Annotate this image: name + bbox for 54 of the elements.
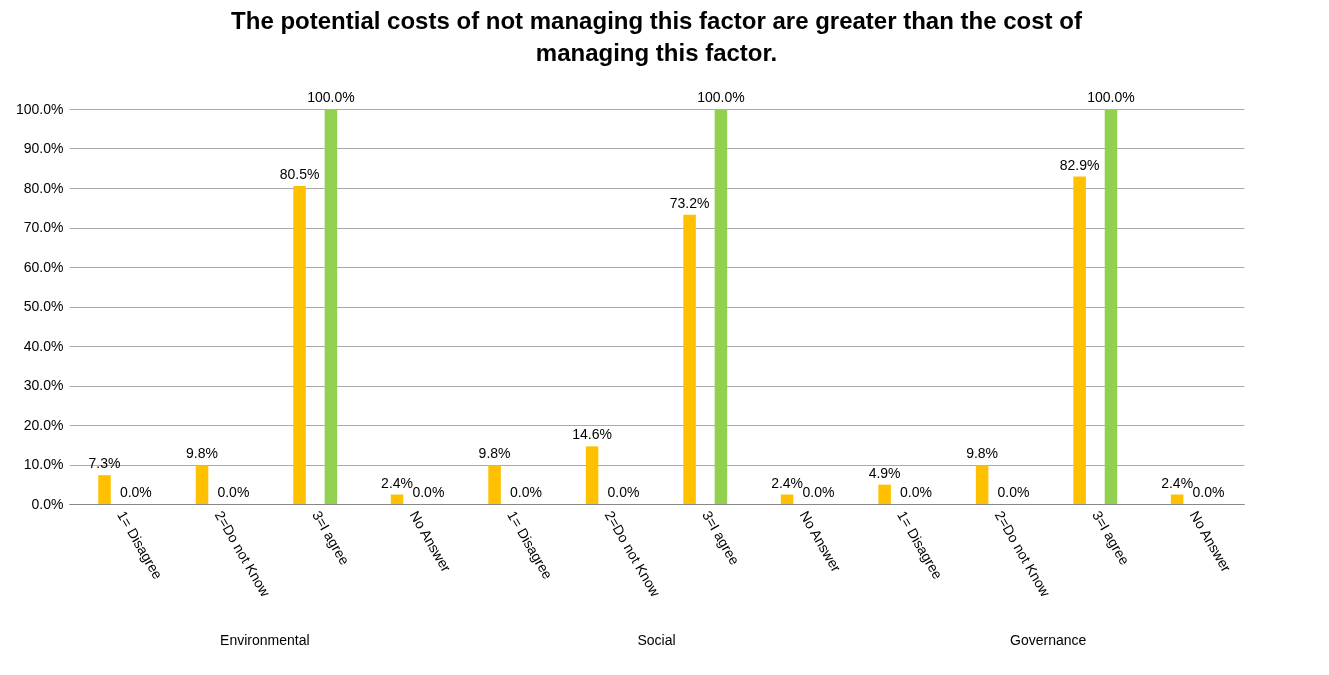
bar — [1170, 494, 1184, 504]
y-tick-label: 20.0% — [23, 416, 64, 433]
text: Governance — [1010, 632, 1087, 648]
data-label: 9.8% — [186, 445, 218, 462]
bar — [780, 494, 794, 504]
data-label: 0.0% — [509, 484, 542, 500]
bar — [683, 214, 696, 504]
bar — [714, 109, 728, 504]
data-label: 4.9% — [868, 464, 901, 481]
data-label: 7.3% — [88, 455, 121, 472]
y-tick-label: 70.0% — [23, 219, 64, 235]
data-label: 0.0% — [1192, 484, 1225, 500]
bar — [975, 465, 989, 504]
text: Social — [637, 632, 676, 648]
data-label: 0.0% — [899, 484, 932, 500]
data-label: 9.8% — [966, 445, 999, 462]
data-label: 14.6% — [572, 426, 612, 443]
y-tick-label: 60.0% — [23, 258, 64, 275]
bar — [293, 186, 306, 504]
text: Environmental — [220, 632, 310, 648]
data-label: 0.0% — [607, 484, 640, 500]
y-tick-label: 10.0% — [23, 456, 64, 472]
y-tick-label: 90.0% — [23, 140, 64, 156]
y-tick-label: 0.0% — [31, 495, 64, 512]
data-label: 100.0% — [697, 89, 745, 105]
data-label: 2.4% — [1161, 474, 1194, 491]
bar — [1104, 109, 1118, 504]
y-tick-label: 80.0% — [23, 179, 64, 196]
data-label: 100.0% — [307, 89, 355, 105]
data-label: 2.4% — [771, 474, 804, 491]
data-label: 2.4% — [381, 474, 414, 491]
bar — [878, 484, 891, 504]
chart-title: The potential costs of not managing this factor are greater than the cost of managing this factor. — [231, 7, 1083, 66]
y-tick-label: 30.0% — [23, 377, 64, 393]
data-label: 73.2% — [669, 194, 710, 211]
data-label: 0.0% — [412, 484, 445, 500]
bar — [488, 465, 501, 504]
data-label: 82.9% — [1059, 156, 1100, 173]
bar — [585, 446, 599, 504]
data-label: 80.5% — [279, 166, 320, 183]
bar — [324, 109, 338, 504]
data-label: 9.8% — [478, 445, 511, 462]
bar — [390, 494, 404, 504]
bar — [1073, 176, 1086, 504]
data-label: 0.0% — [217, 484, 250, 500]
y-tick-label: 100.0% — [16, 100, 64, 117]
data-label: 0.0% — [119, 484, 152, 500]
bar — [195, 465, 209, 504]
data-label: 0.0% — [997, 484, 1030, 500]
y-tick-label: 50.0% — [23, 298, 64, 314]
bar — [98, 475, 111, 504]
data-label: 0.0% — [802, 484, 835, 500]
y-tick-label: 40.0% — [23, 337, 64, 354]
data-label: 100.0% — [1087, 89, 1135, 105]
